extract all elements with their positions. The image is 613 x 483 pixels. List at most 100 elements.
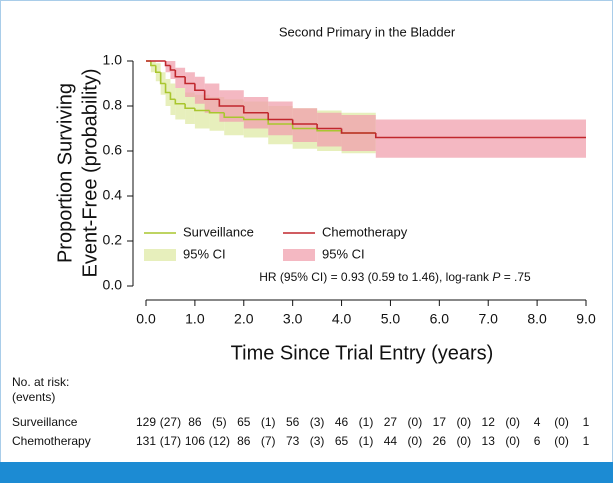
- events: (0): [456, 434, 471, 448]
- survival-step: [242, 117, 269, 121]
- legend-label: Surveillance: [183, 224, 254, 239]
- lines: [146, 60, 586, 139]
- x-axis-title: Time Since Trial Entry (years): [231, 342, 494, 364]
- events: (27): [160, 415, 181, 429]
- survival-step: [169, 92, 176, 101]
- at-risk: 12: [482, 415, 496, 429]
- at-risk: 26: [433, 434, 447, 448]
- survival-step: [159, 72, 166, 85]
- x-tick-label: 9.0: [576, 311, 596, 327]
- y-tick-label: 0.2: [103, 232, 123, 248]
- events: (0): [505, 434, 520, 448]
- x-tick-label: 3.0: [283, 311, 303, 327]
- events: (3): [310, 415, 325, 429]
- survival-step: [150, 61, 156, 67]
- survival-step: [340, 128, 376, 134]
- events: (7): [261, 434, 276, 448]
- events: (0): [456, 415, 471, 429]
- survival-step: [267, 119, 293, 125]
- risk-row-label: Surveillance: [12, 415, 78, 429]
- y-axis-title: Proportion Surviving: [54, 83, 76, 263]
- at-risk: 65: [237, 415, 251, 429]
- x-tick-label: 4.0: [332, 311, 352, 327]
- events: (0): [554, 415, 569, 429]
- x-tick-label: 2.0: [234, 311, 254, 327]
- x-tick-label: 8.0: [527, 311, 547, 327]
- survival-step: [184, 103, 195, 110]
- ci-band: [165, 61, 171, 73]
- legend-ci: [283, 249, 315, 261]
- events: (17): [160, 434, 181, 448]
- events: (0): [554, 434, 569, 448]
- legend-ci-label: 95% CI: [322, 246, 365, 261]
- risk-title: (events): [12, 390, 55, 404]
- survival-step: [208, 110, 225, 114]
- ci-band: [175, 67, 186, 88]
- risk-title: No. at risk:: [12, 375, 69, 389]
- ci-band: [185, 72, 195, 97]
- annotation-text: P: [492, 270, 500, 284]
- y-tick-label: 0.4: [103, 187, 123, 203]
- annotation-text: HR (95% CI) = 0.93 (0.59 to 1.46), log-r…: [259, 270, 492, 284]
- at-risk: 17: [433, 415, 447, 429]
- events: (1): [261, 415, 276, 429]
- survival-step: [291, 124, 318, 130]
- at-risk: 129: [136, 415, 156, 429]
- chart-title: Second Primary in the Bladder: [279, 24, 456, 39]
- y-tick-label: 1.0: [103, 52, 123, 68]
- events: (12): [209, 434, 230, 448]
- at-risk: 106: [185, 434, 205, 448]
- at-risk: 56: [286, 415, 300, 429]
- survival-step: [291, 119, 318, 125]
- x-tick-label: 6.0: [430, 311, 450, 327]
- events: (0): [408, 415, 423, 429]
- events: (0): [505, 415, 520, 429]
- risk-row-label: Chemotherapy: [12, 434, 91, 448]
- annotation-text: = .75: [500, 270, 531, 284]
- at-risk: 86: [188, 415, 202, 429]
- at-risk: 1: [583, 415, 590, 429]
- legend-ci-label: 95% CI: [183, 246, 226, 261]
- at-risk: 4: [534, 415, 541, 429]
- at-risk: 44: [384, 434, 398, 448]
- y-tick-label: 0.8: [103, 97, 123, 113]
- y-tick-label: 0.6: [103, 142, 123, 158]
- ci-band: [317, 112, 342, 147]
- x-tick-label: 1.0: [185, 311, 205, 327]
- survival-step: [223, 112, 244, 119]
- at-risk: 1: [583, 434, 590, 448]
- at-risk: 13: [482, 434, 496, 448]
- survival-step: [203, 90, 220, 101]
- legend-ci: [144, 249, 176, 261]
- at-risk: 73: [286, 434, 300, 448]
- events: (3): [310, 434, 325, 448]
- survival-step: [242, 106, 269, 114]
- x-tick-label: 0.0: [136, 311, 156, 327]
- survival-step: [194, 83, 205, 92]
- survival-step: [184, 76, 195, 85]
- survival-step: [316, 124, 342, 130]
- at-risk: 6: [534, 434, 541, 448]
- legend-label: Chemotherapy: [322, 224, 408, 239]
- survival-step: [374, 133, 586, 139]
- ci-band: [150, 61, 156, 73]
- x-tick-label: 5.0: [381, 311, 401, 327]
- y-axis-title: Event-Free (probability): [79, 69, 101, 278]
- ci-band: [204, 83, 220, 113]
- survival-step: [174, 99, 186, 105]
- at-risk: 65: [335, 434, 349, 448]
- survival-step: [194, 108, 210, 112]
- events: (5): [212, 415, 227, 429]
- survival-step: [154, 65, 161, 74]
- survival-step: [164, 83, 171, 94]
- annotation: HR (95% CI) = 0.93 (0.59 to 1.46), log-r…: [259, 270, 531, 284]
- at-risk: 46: [335, 415, 349, 429]
- events: (1): [359, 415, 374, 429]
- x-tick-label: 7.0: [478, 311, 498, 327]
- at-risk: 131: [136, 434, 156, 448]
- survival-step: [174, 70, 186, 78]
- survival-step: [218, 99, 244, 107]
- survival-step: [169, 65, 176, 71]
